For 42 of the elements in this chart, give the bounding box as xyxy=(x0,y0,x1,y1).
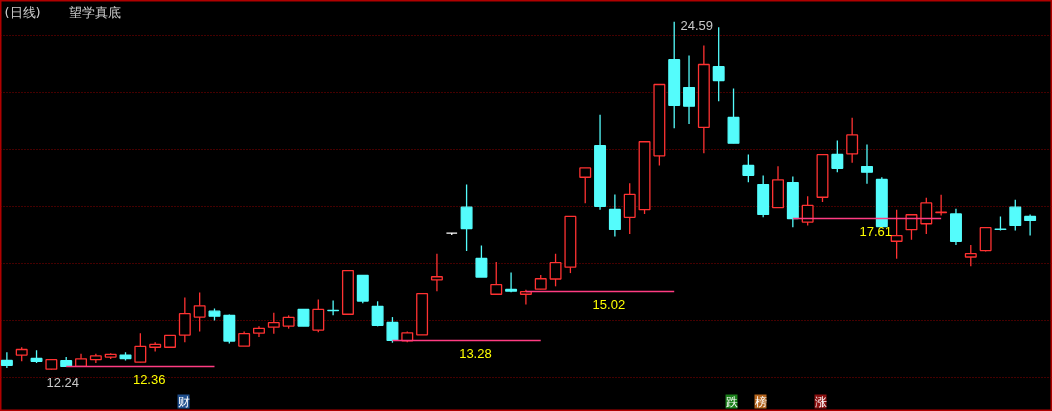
candlestick xyxy=(920,197,933,235)
annotation: 榜 xyxy=(754,394,767,409)
data-label: 12.36 xyxy=(132,372,166,388)
candlestick xyxy=(519,289,532,306)
candlestick xyxy=(193,291,206,333)
data-label: 15.02 xyxy=(592,297,626,313)
candlestick xyxy=(683,54,696,125)
candlestick xyxy=(801,195,814,227)
data-label: 17.61 xyxy=(859,224,893,240)
candlestick xyxy=(178,296,191,343)
annotation: 财 xyxy=(177,394,190,409)
candlestick xyxy=(905,214,918,241)
candlestick xyxy=(579,167,592,204)
candlestick xyxy=(430,252,443,292)
candlestick xyxy=(475,244,488,278)
candlestick xyxy=(0,351,13,369)
annotation: 24.59 xyxy=(680,18,714,33)
annotation: 12.24 xyxy=(46,374,80,390)
candlestick xyxy=(460,183,473,252)
annotation: 涨 xyxy=(814,394,827,409)
candlestick xyxy=(831,139,844,173)
candlestick xyxy=(371,300,384,328)
candlestick xyxy=(712,26,725,102)
candlestick xyxy=(623,182,636,235)
candlestick xyxy=(312,298,325,333)
data-label: 13.28 xyxy=(459,346,492,362)
candlestick xyxy=(386,316,399,344)
candlestick xyxy=(846,117,859,164)
candlestick xyxy=(490,261,503,295)
chart-title: (日线) xyxy=(4,4,41,20)
candlestick xyxy=(890,209,903,260)
candlestick xyxy=(861,143,873,185)
candlestick xyxy=(1009,199,1022,232)
candlestick xyxy=(608,193,621,238)
candlestick xyxy=(1024,213,1037,237)
candlestick xyxy=(742,153,755,183)
candlestick xyxy=(134,332,147,363)
candlestick xyxy=(549,252,562,287)
chart-subtitle: 望学真底 xyxy=(68,4,121,20)
candlestick xyxy=(964,244,977,267)
candlestick xyxy=(267,312,280,335)
annotation: 跌 xyxy=(725,394,738,409)
